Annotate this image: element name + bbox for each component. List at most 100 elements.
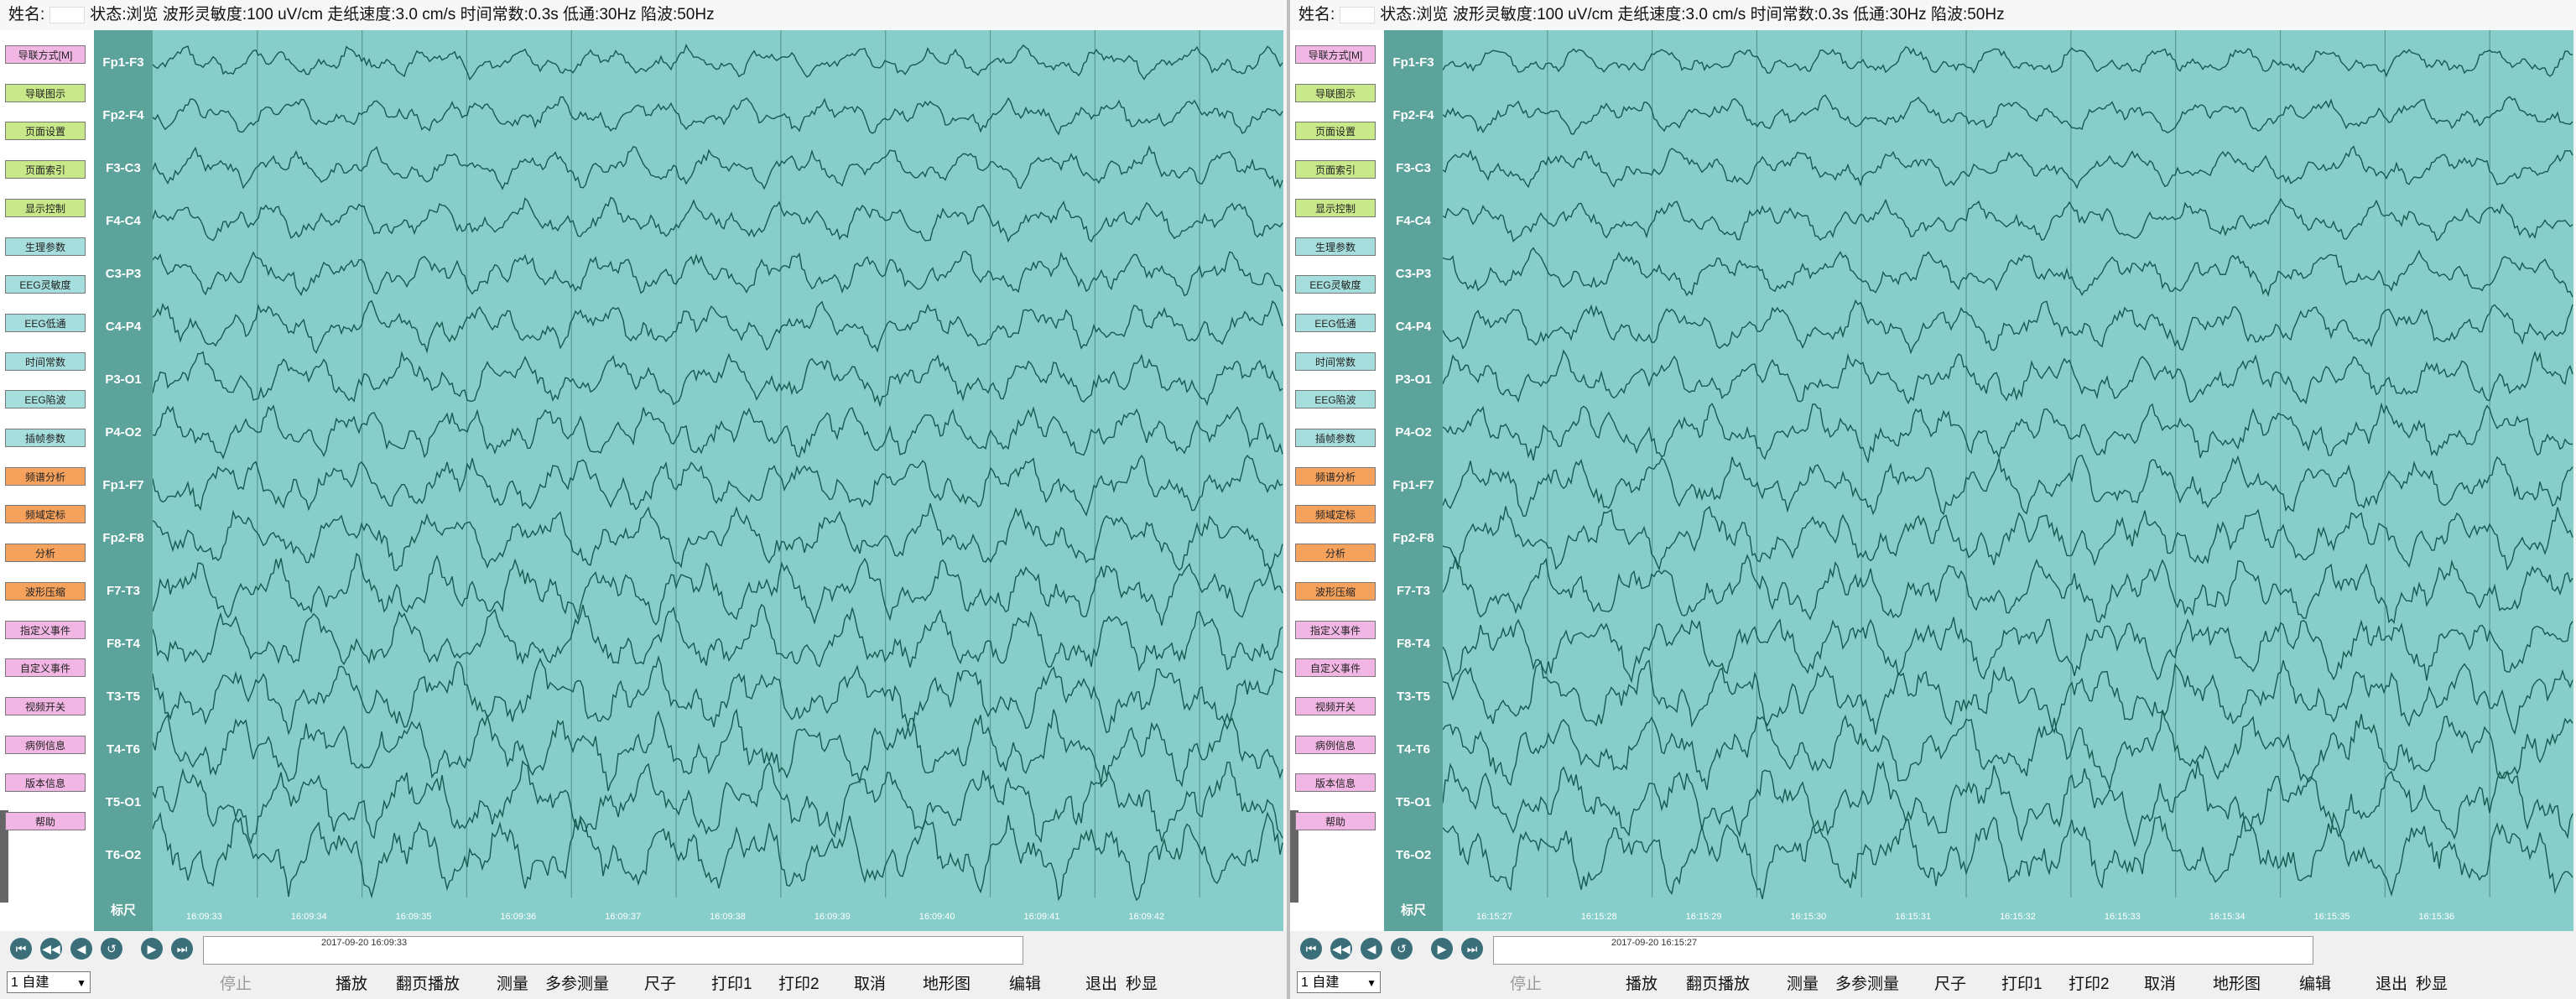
last-icon[interactable]: ⏭	[1461, 938, 1483, 960]
channel-label: F8-T4	[106, 637, 140, 651]
time-marker-label: 16:09:34	[291, 912, 327, 922]
rewind-icon[interactable]: ↺	[101, 938, 122, 960]
sidebar-button[interactable]: 病例信息	[5, 735, 86, 754]
sidebar-button[interactable]: 导联图示	[1295, 83, 1376, 102]
sidebar-button[interactable]: 时间常数	[1295, 351, 1376, 371]
sidebar-button[interactable]: 页面索引	[1295, 160, 1376, 180]
command-button[interactable]: 秒显	[1126, 976, 1158, 993]
sidebar-button[interactable]: 导联方式[M]	[1295, 45, 1376, 64]
command-button[interactable]: 停止	[220, 976, 252, 993]
sidebar-button[interactable]: 版本信息	[1295, 773, 1376, 793]
sidebar-button[interactable]: 显示控制	[1295, 198, 1376, 217]
sidebar-button[interactable]: 波形压缩	[5, 581, 86, 601]
sidebar-button[interactable]: 指定义事件	[5, 620, 86, 639]
command-button[interactable]: 打印2	[2069, 976, 2110, 993]
command-button[interactable]: 翻页播放	[396, 976, 461, 993]
sidebar-button[interactable]: 波形压缩	[1295, 581, 1376, 601]
prev-icon[interactable]: ◀	[1361, 938, 1382, 960]
last-icon[interactable]: ⏭	[171, 938, 193, 960]
eeg-trace	[153, 96, 1283, 136]
sidebar-button[interactable]: 插帧参数	[1295, 429, 1376, 447]
sidebar-button[interactable]: 视频开关	[5, 696, 86, 715]
command-button[interactable]: 退出	[2376, 976, 2408, 993]
time-slider-box[interactable]: 2017-09-20 16:15:27	[1493, 936, 2313, 965]
command-button[interactable]: 多参测量	[545, 976, 610, 993]
sidebar-button[interactable]: 导联方式[M]	[5, 45, 86, 64]
command-button[interactable]: 取消	[2144, 976, 2177, 993]
sidebar-button[interactable]: 时间常数	[5, 351, 86, 371]
sidebar-button[interactable]: 页面设置	[1295, 122, 1376, 141]
time-slider-box[interactable]: 2017-09-20 16:09:33	[203, 936, 1023, 965]
sidebar-button[interactable]: 频域定标	[1295, 505, 1376, 524]
eeg-trace	[153, 44, 1283, 81]
scrollbar-stub[interactable]	[0, 810, 8, 903]
eeg-waveform-svg[interactable]: 16:09:33 16:09:34 16:09:35 16:09:36 16:09:37…	[153, 30, 1283, 931]
command-button[interactable]: 翻页播放	[1686, 976, 1751, 993]
prev-icon[interactable]: ◀	[70, 938, 92, 960]
command-button[interactable]: 地形图	[923, 976, 971, 993]
first-icon[interactable]: ⏮	[10, 938, 32, 960]
eeg-trace	[153, 144, 1283, 190]
command-button[interactable]: 打印1	[2001, 976, 2043, 993]
sidebar-button[interactable]: 插帧参数	[5, 429, 86, 447]
sidebar-button[interactable]: 页面索引	[5, 160, 86, 180]
eeg-trace	[153, 811, 1283, 902]
sidebar-button[interactable]: 帮助	[5, 812, 86, 830]
command-button[interactable]: 多参测量	[1835, 976, 1900, 993]
sidebar-button[interactable]: EEG灵敏度	[5, 275, 86, 294]
sidebar-button[interactable]: 视频开关	[1295, 696, 1376, 715]
sidebar-button[interactable]: EEG陷波	[1295, 390, 1376, 409]
eeg-waveform-svg[interactable]: 16:15:27 16:15:28 16:15:29 16:15:30 16:15:31…	[1443, 30, 2573, 931]
sidebar-button[interactable]: 频域定标	[5, 505, 86, 524]
command-button[interactable]: 编辑	[1009, 976, 1042, 993]
command-button[interactable]: 测量	[1787, 976, 1819, 993]
command-button[interactable]: 尺子	[1934, 976, 1967, 993]
command-button[interactable]: 播放	[1626, 976, 1658, 993]
channel-label: Fp2-F4	[102, 108, 144, 122]
command-button[interactable]: 打印2	[778, 976, 820, 993]
sidebar-button[interactable]: 自定义事件	[5, 658, 86, 678]
sidebar-button[interactable]: 导联图示	[5, 83, 86, 102]
command-button[interactable]: 尺子	[644, 976, 677, 993]
command-button[interactable]: 退出	[1085, 976, 1118, 993]
sidebar-button[interactable]: EEG灵敏度	[1295, 275, 1376, 294]
sidebar-button[interactable]: 频谱分析	[5, 466, 86, 486]
first-icon[interactable]: ⏮	[1300, 938, 1322, 960]
sidebar-button[interactable]: 分析	[1295, 544, 1376, 563]
eeg-plot-area[interactable]: 16:15:27 16:15:28 16:15:29 16:15:30 16:15:31…	[1443, 30, 2573, 931]
eeg-plot-area[interactable]: 16:09:33 16:09:34 16:09:35 16:09:36 16:09:37…	[153, 30, 1283, 931]
sidebar-button[interactable]: 指定义事件	[1295, 620, 1376, 639]
sidebar-button[interactable]: 自定义事件	[1295, 658, 1376, 678]
command-button[interactable]: 停止	[1510, 976, 1543, 993]
command-button[interactable]: 测量	[497, 976, 529, 993]
sidebar-button[interactable]: 显示控制	[5, 198, 86, 217]
rewind-icon[interactable]: ↺	[1391, 938, 1413, 960]
scrollbar-stub[interactable]	[1290, 810, 1298, 903]
command-button[interactable]: 编辑	[2299, 976, 2332, 993]
command-button[interactable]: 打印1	[711, 976, 752, 993]
sidebar-button[interactable]: 生理参数	[1295, 237, 1376, 256]
prev-fast-icon[interactable]: ◀◀	[40, 938, 62, 960]
sidebar-button[interactable]: EEG低通	[1295, 313, 1376, 332]
next-icon[interactable]: ▶	[1431, 938, 1453, 960]
sidebar-button[interactable]: 分析	[5, 544, 86, 563]
command-button[interactable]: 地形图	[2213, 976, 2261, 993]
sidebar-button[interactable]: 帮助	[1295, 812, 1376, 830]
montage-select[interactable]: 1 自建 ▼	[7, 971, 91, 993]
time-marker-label: 16:15:32	[2000, 912, 2036, 922]
sidebar-button[interactable]: EEG低通	[5, 313, 86, 332]
time-marker-label: 16:15:28	[1581, 912, 1617, 922]
command-button[interactable]: 取消	[854, 976, 887, 993]
prev-fast-icon[interactable]: ◀◀	[1330, 938, 1352, 960]
eeg-trace	[1443, 760, 2573, 848]
command-button[interactable]: 播放	[336, 976, 368, 993]
sidebar-button[interactable]: 生理参数	[5, 237, 86, 256]
montage-select[interactable]: 1 自建 ▼	[1297, 971, 1381, 993]
next-icon[interactable]: ▶	[141, 938, 163, 960]
sidebar-button[interactable]: 版本信息	[5, 773, 86, 793]
sidebar-button[interactable]: 频谱分析	[1295, 466, 1376, 486]
command-button[interactable]: 秒显	[2416, 976, 2449, 993]
sidebar-button[interactable]: 页面设置	[5, 122, 86, 141]
sidebar-button[interactable]: EEG陷波	[5, 390, 86, 409]
sidebar-button[interactable]: 病例信息	[1295, 735, 1376, 754]
